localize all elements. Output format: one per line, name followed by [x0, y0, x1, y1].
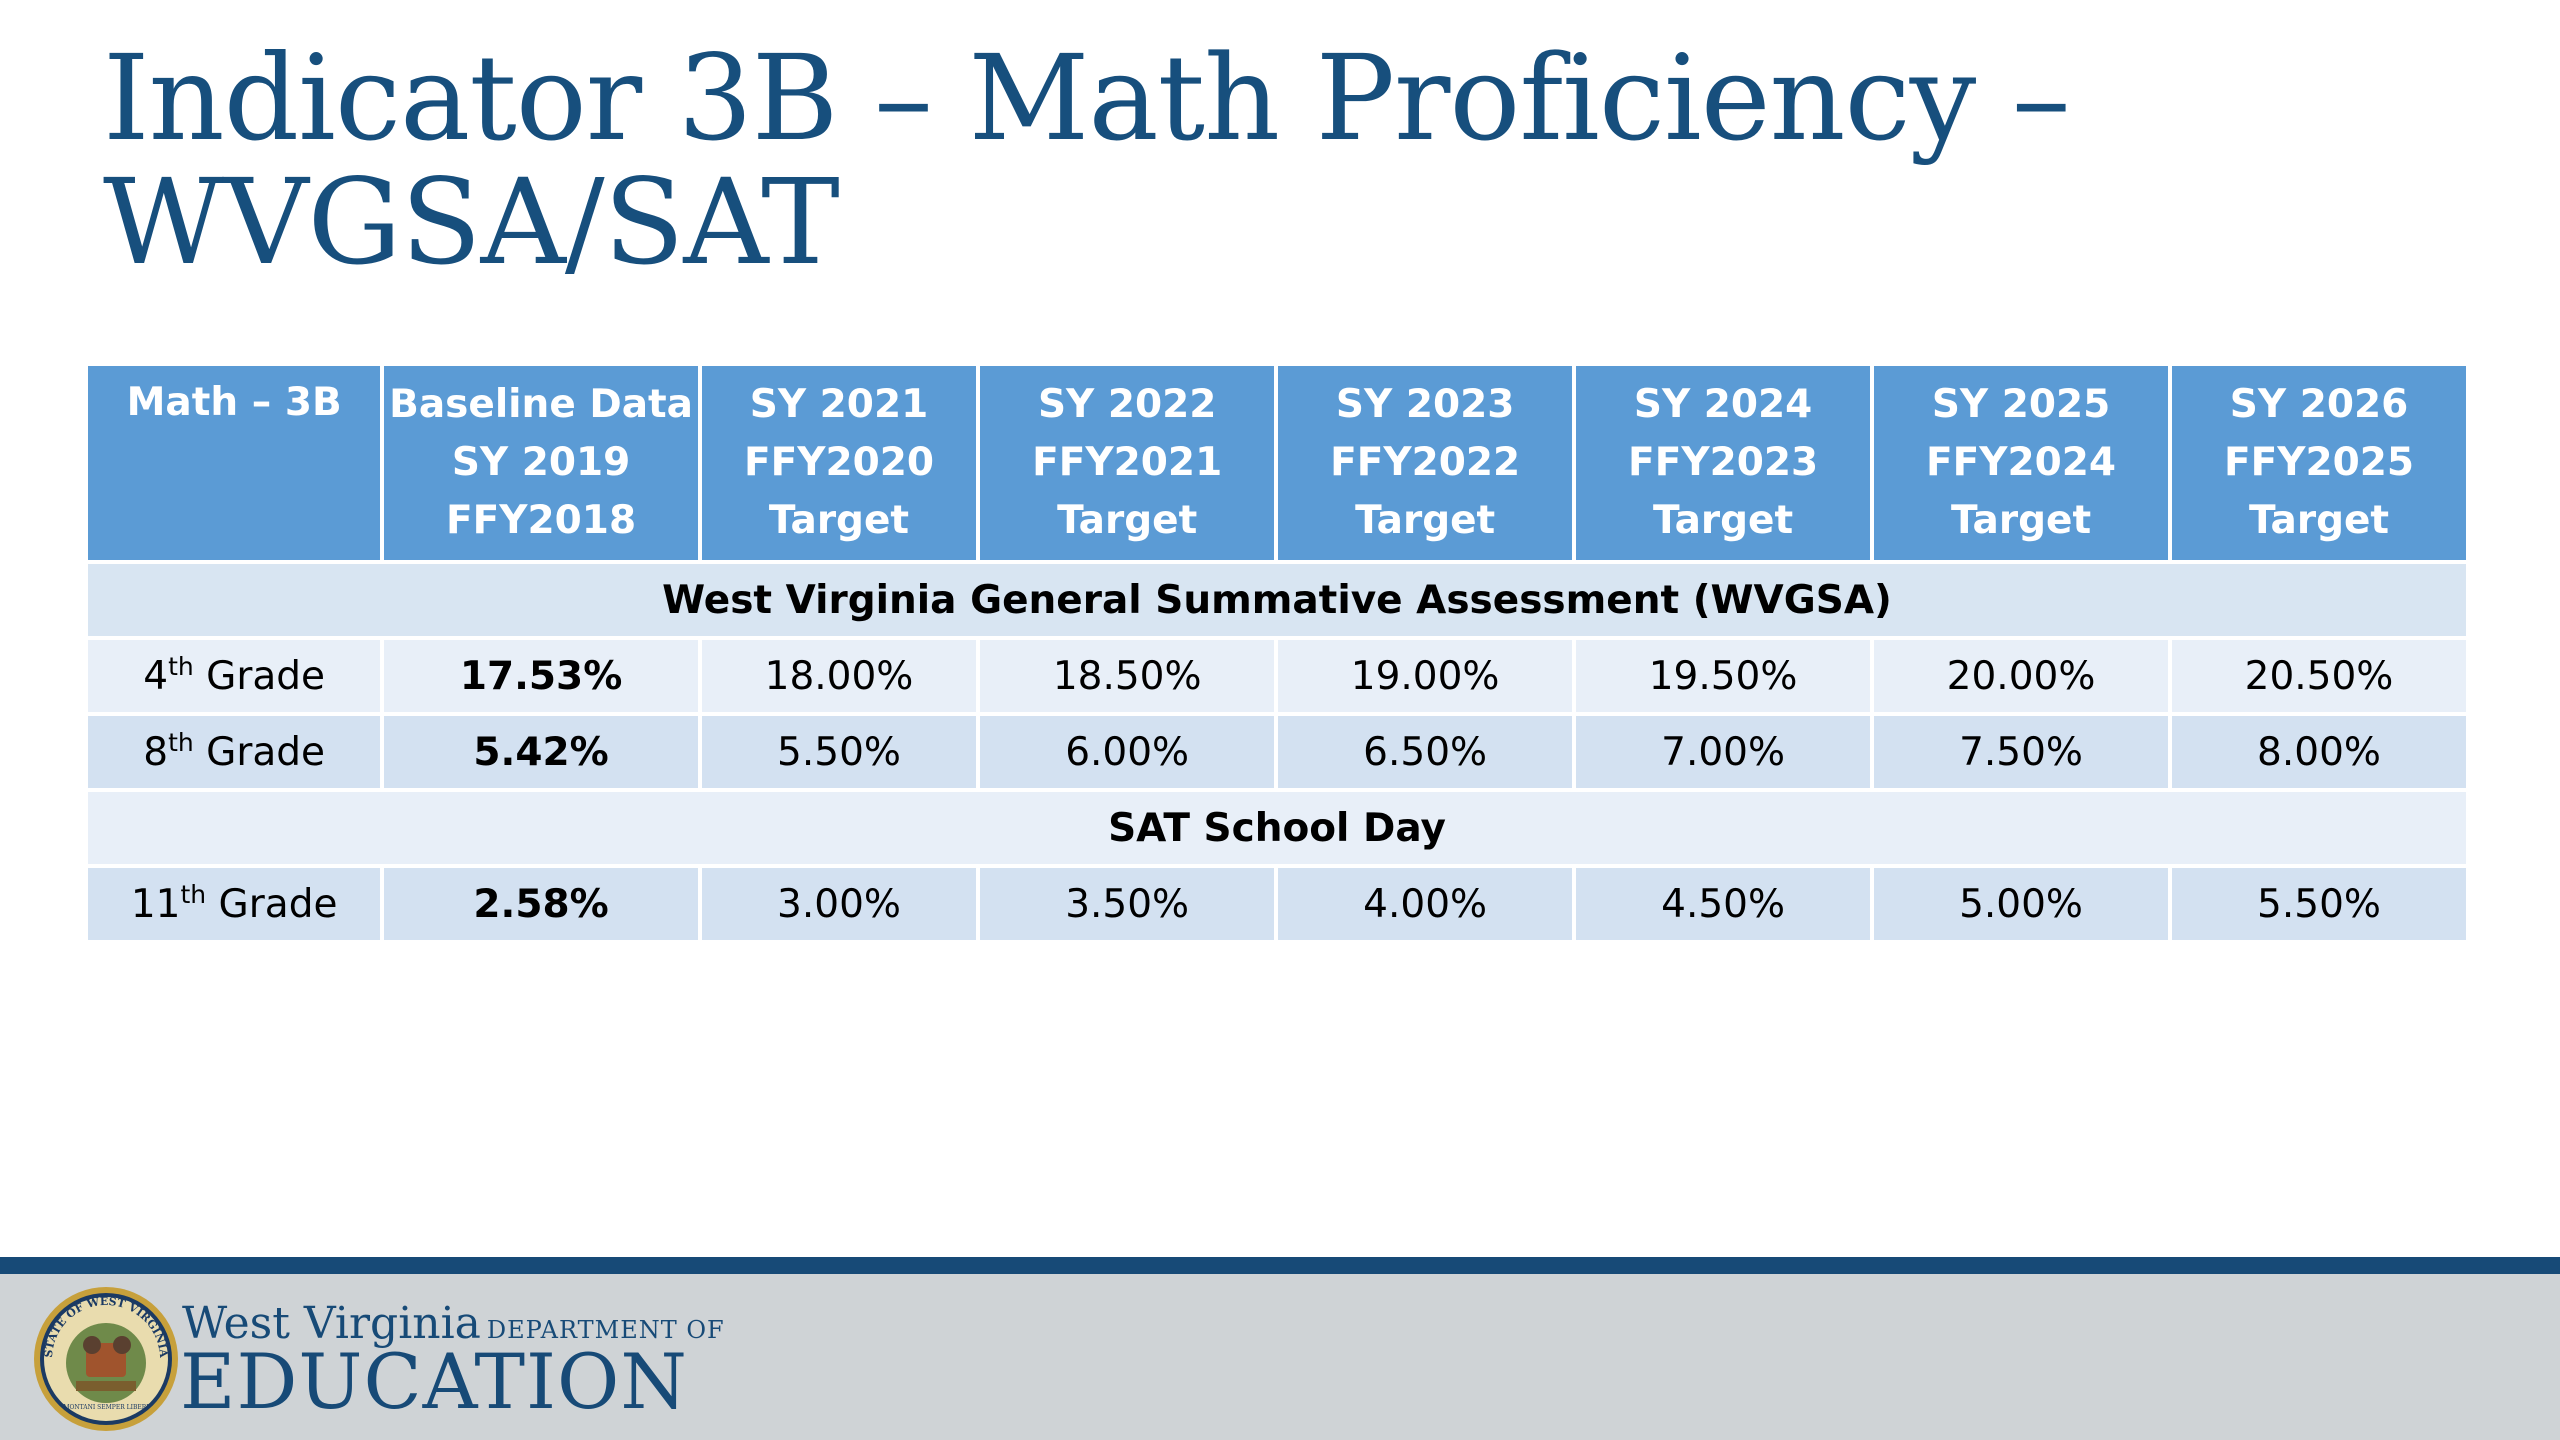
target-value: 18.00%: [697, 636, 981, 716]
target-value: 4.00%: [1274, 864, 1577, 944]
target-value: 5.00%: [1870, 864, 2173, 944]
target-value: 6.50%: [1274, 712, 1577, 792]
target-value: 6.00%: [976, 712, 1279, 792]
header-sy2026: SY 2026 FFY2025 Target: [2168, 362, 2470, 564]
target-value: 7.00%: [1572, 712, 1875, 792]
header-math-3b: Math – 3B: [83, 362, 385, 564]
slide-title: Indicator 3B – Math Proficiency – WVGSA/…: [103, 36, 2463, 284]
target-value: 5.50%: [697, 712, 981, 792]
slide-title-line-1: Indicator 3B – Math Proficiency –: [103, 29, 2071, 167]
target-value: 20.00%: [1870, 636, 2173, 716]
header-baseline: Baseline Data SY 2019 FFY2018: [380, 362, 702, 564]
svg-text:MONTANI SEMPER LIBERI: MONTANI SEMPER LIBERI: [63, 1404, 149, 1411]
header-sy2025: SY 2025 FFY2024 Target: [1870, 362, 2173, 564]
target-value: 3.50%: [976, 864, 1279, 944]
slide-title-line-2: WVGSA/SAT: [103, 153, 840, 291]
section-label: SAT School Day: [84, 788, 2470, 868]
header-sy2024: SY 2024 FFY2023 Target: [1572, 362, 1875, 564]
brand-name-dept: DEPARTMENT OF: [486, 1316, 725, 1344]
brand-name: West Virginia DEPARTMENT OF: [182, 1298, 725, 1349]
grade-label: 8th Grade: [83, 712, 385, 792]
brand-name-state: West Virginia: [182, 1298, 481, 1349]
table-row: 11th Grade 2.58% 3.00% 3.50% 4.00% 4.50%…: [83, 864, 2470, 944]
header-sy2021: SY 2021 FFY2020 Target: [697, 362, 981, 564]
target-value: 3.00%: [697, 864, 981, 944]
grade-label: 4th Grade: [83, 636, 385, 716]
baseline-value: 2.58%: [380, 864, 702, 944]
footer-divider: [0, 1257, 2560, 1274]
baseline-value: 5.42%: [380, 712, 702, 792]
target-value: 19.00%: [1274, 636, 1577, 716]
target-value: 5.50%: [2168, 864, 2470, 944]
section-row-sat: SAT School Day: [84, 788, 2470, 868]
grade-label: 11th Grade: [83, 864, 385, 944]
table-header-row: Math – 3B Baseline Data SY 2019 FFY2018 …: [83, 362, 2470, 564]
target-value: 20.50%: [2168, 636, 2470, 716]
section-row-wvgsa: West Virginia General Summative Assessme…: [84, 560, 2470, 640]
header-sy2023: SY 2023 FFY2022 Target: [1274, 362, 1577, 564]
math-proficiency-targets-table: Math – 3B Baseline Data SY 2019 FFY2018 …: [83, 362, 2470, 944]
table-row: 4th Grade 17.53% 18.00% 18.50% 19.00% 19…: [83, 636, 2470, 716]
target-value: 7.50%: [1870, 712, 2173, 792]
section-label: West Virginia General Summative Assessme…: [84, 560, 2470, 640]
target-value: 8.00%: [2168, 712, 2470, 792]
target-value: 18.50%: [976, 636, 1279, 716]
footer-bar: [0, 1274, 2560, 1440]
brand-education: EDUCATION: [180, 1337, 688, 1426]
baseline-value: 17.53%: [380, 636, 702, 716]
target-value: 19.50%: [1572, 636, 1875, 716]
target-value: 4.50%: [1572, 864, 1875, 944]
state-seal-logo: STATE OF WEST VIRGINIA MONTANI SEMPER LI…: [34, 1287, 178, 1431]
header-sy2022: SY 2022 FFY2021 Target: [976, 362, 1279, 564]
table-row: 8th Grade 5.42% 5.50% 6.00% 6.50% 7.00% …: [83, 712, 2470, 792]
